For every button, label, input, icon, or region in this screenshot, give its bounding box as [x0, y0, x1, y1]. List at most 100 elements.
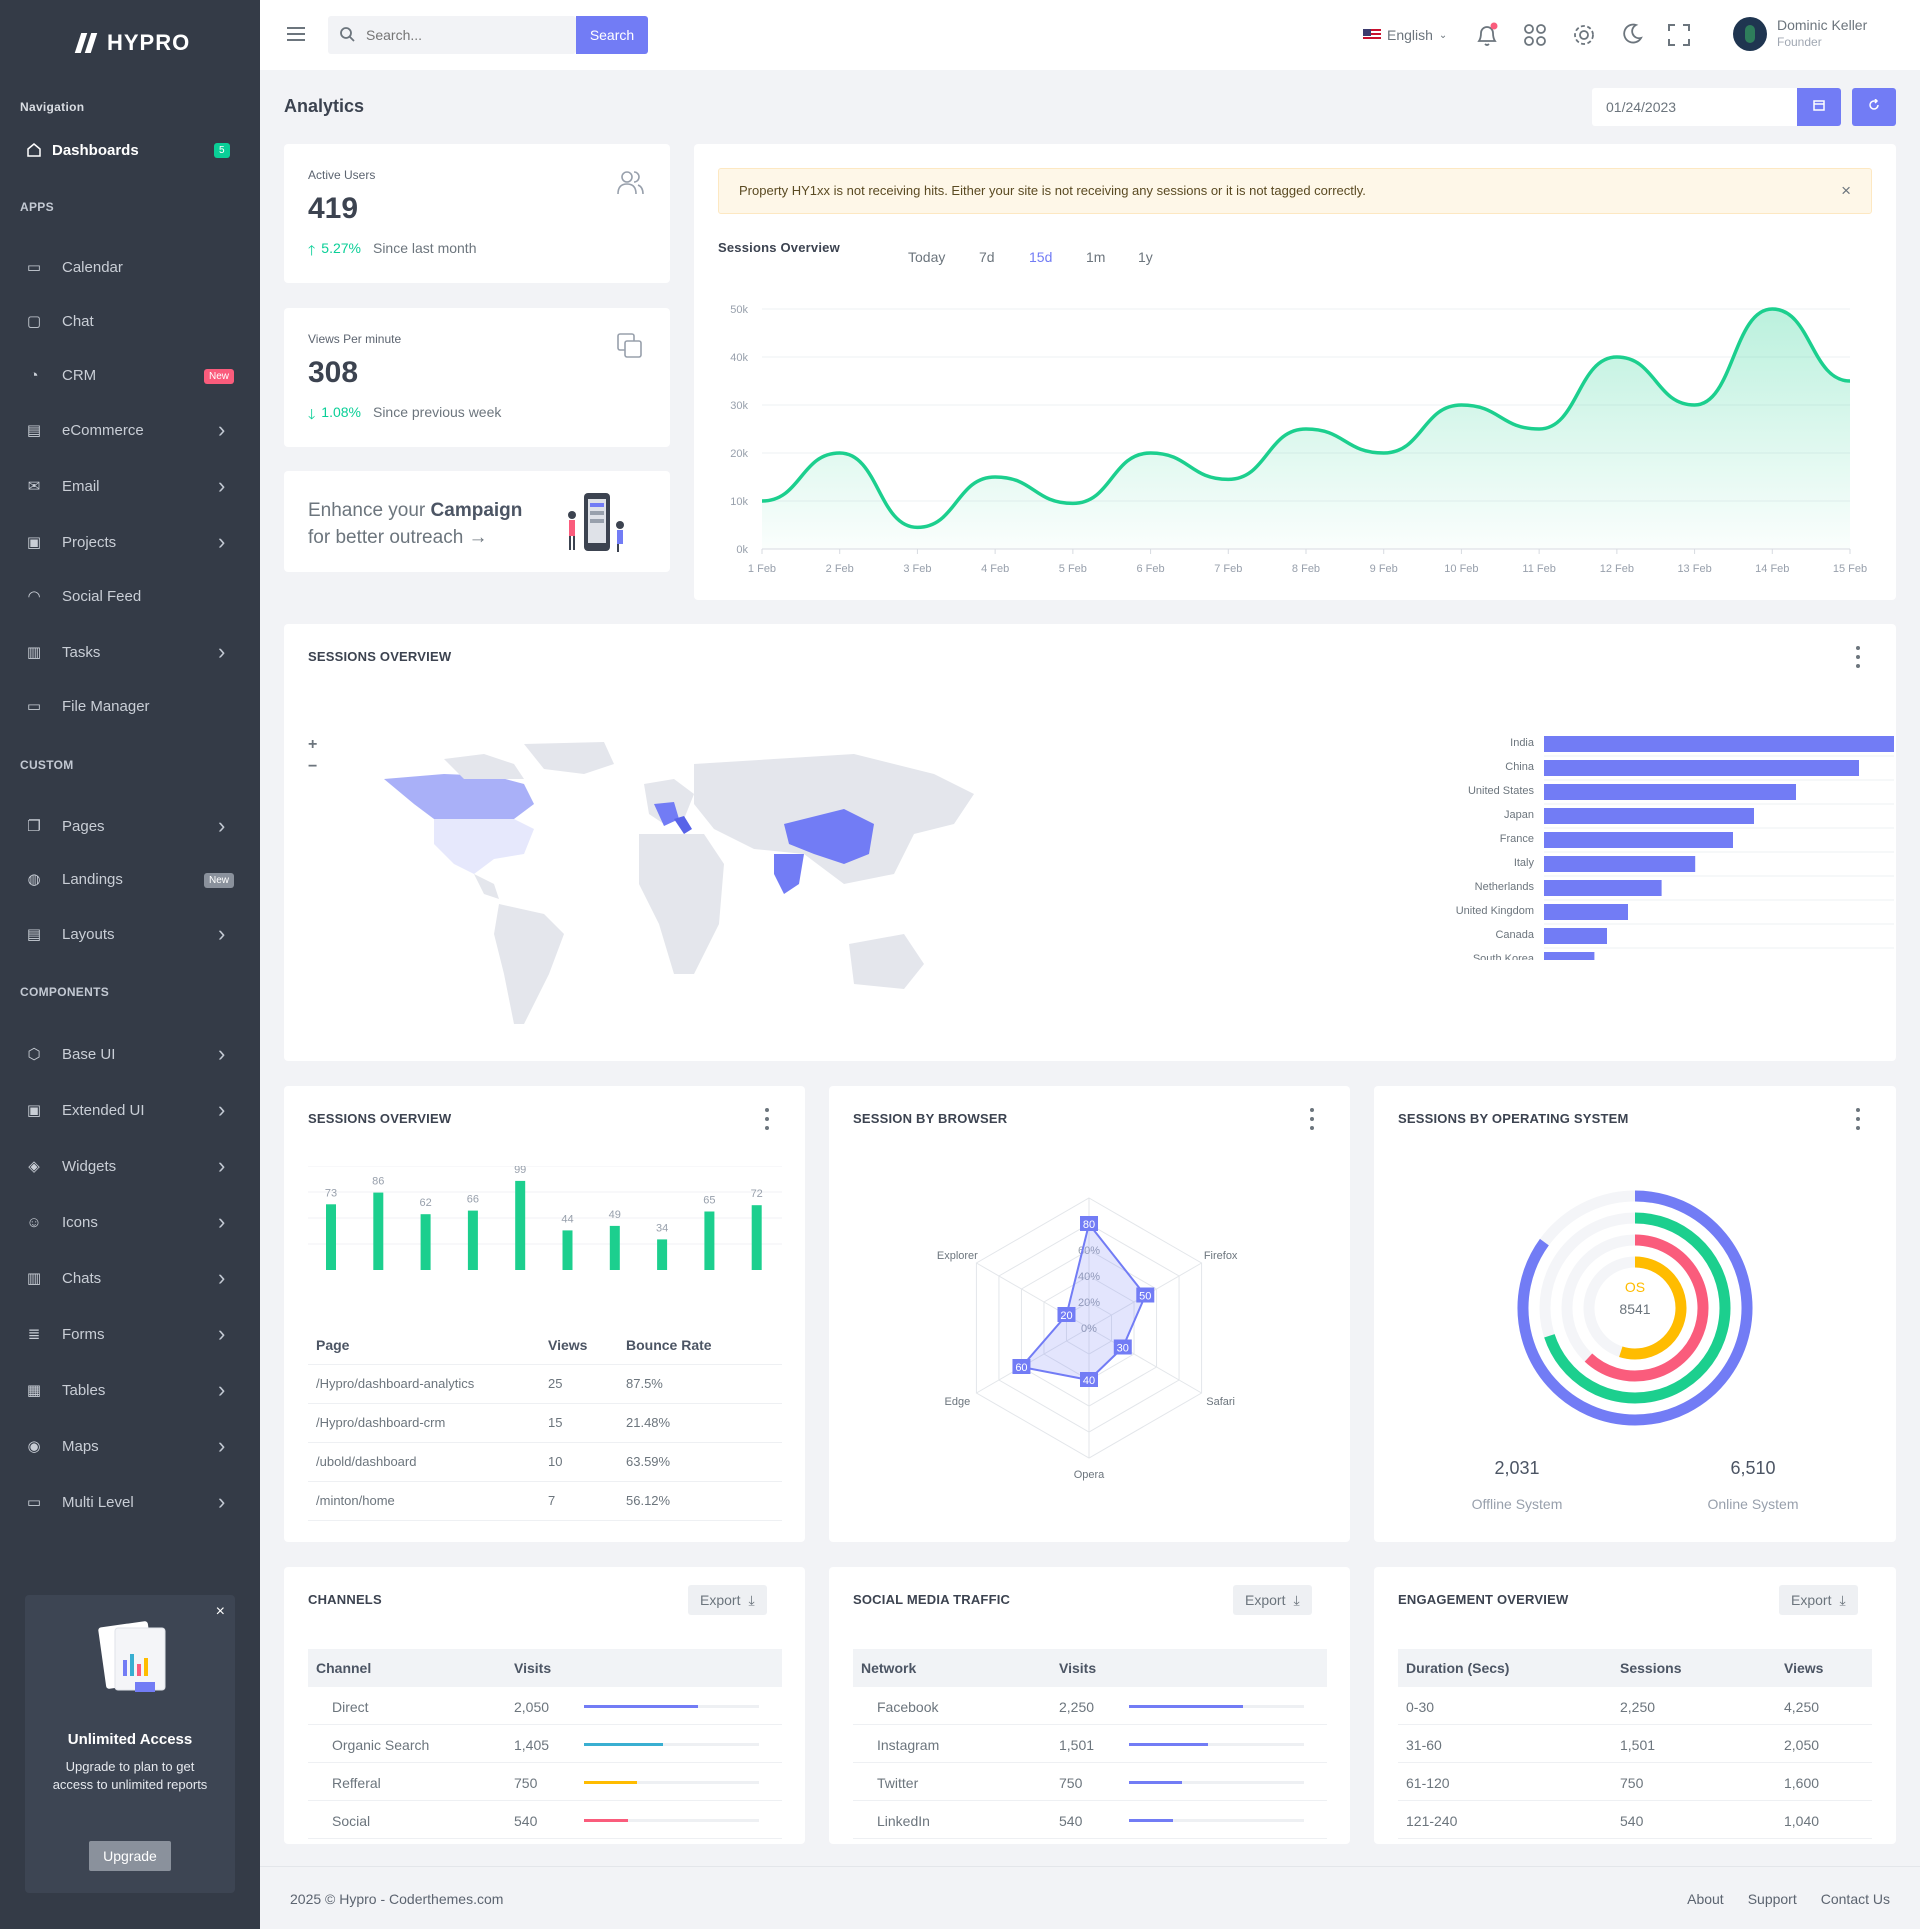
row-visits: 1,405	[514, 1737, 550, 1753]
radar-point	[1080, 1372, 1098, 1387]
radar-category-label: Edge	[945, 1396, 971, 1408]
table-cell: /ubold/dashboard	[316, 1454, 417, 1469]
sidebar-item-label: Tasks	[62, 643, 101, 661]
export-button[interactable]: Export ⤓	[1779, 1585, 1858, 1615]
table-header-row: Channel Visits	[308, 1649, 782, 1687]
table-header-row: Network Visits	[853, 1649, 1327, 1687]
sidebar-item-social-feed[interactable]: ◠ Social Feed	[0, 576, 260, 616]
export-button[interactable]: Export ⤓	[1233, 1585, 1312, 1615]
category-label: India	[1510, 737, 1535, 749]
sidebar-item-tables[interactable]: ▦ Tables ›	[0, 1370, 260, 1410]
calendar-button[interactable]	[1797, 88, 1841, 126]
category-label: Canada	[1495, 929, 1534, 941]
bar	[562, 1230, 573, 1270]
apps-grid-icon[interactable]	[1524, 24, 1546, 51]
range-tab-1y[interactable]: 1y	[1138, 249, 1153, 265]
sidebar-item-dashboards[interactable]: Dashboards 5	[0, 130, 260, 170]
sidebar-item-widgets[interactable]: ◈ Widgets ›	[0, 1146, 260, 1186]
range-tab-today[interactable]: Today	[908, 249, 946, 265]
upgrade-button[interactable]: Upgrade	[89, 1841, 171, 1871]
channels-title: CHANNELS	[308, 1592, 382, 1607]
search-button[interactable]: Search	[576, 16, 648, 54]
language-selector[interactable]: English ⌄	[1363, 27, 1447, 43]
radar-category-label: Opera	[1074, 1469, 1105, 1481]
table-row: /minton/home 7 56.12%	[308, 1481, 782, 1520]
sidebar-item-calendar[interactable]: ▭ Calendar	[0, 247, 260, 287]
more-icon[interactable]	[1855, 646, 1861, 668]
avatar[interactable]	[1733, 17, 1767, 51]
brand-logo[interactable]: HYPRO	[74, 30, 190, 56]
menu-icon[interactable]	[286, 26, 306, 47]
table-row: 61-120 750 1,600	[1398, 1763, 1872, 1801]
browser-card: SESSION BY BROWSER 0% 20% 40% 60% 80 50 30 40 60…	[829, 1086, 1350, 1542]
sidebar-item-landings[interactable]: ◍ Landings New	[0, 859, 260, 899]
nav-section-label: Navigation	[20, 100, 85, 114]
sidebar-item-projects[interactable]: ▣ Projects ›	[0, 522, 260, 562]
sidebar-item-maps[interactable]: ◉ Maps ›	[0, 1426, 260, 1466]
footer-link-about[interactable]: About	[1687, 1891, 1724, 1907]
sidebar-item-label: Multi Level	[62, 1493, 134, 1511]
zoom-in-button[interactable]: +	[308, 736, 318, 753]
sidebar-item-file-manager[interactable]: ▭ File Manager	[0, 686, 260, 726]
more-icon[interactable]	[1855, 1108, 1861, 1130]
gear-icon[interactable]	[1572, 23, 1596, 52]
footer-link-contact[interactable]: Contact Us	[1820, 1891, 1890, 1907]
row-name: Twitter	[877, 1775, 919, 1791]
radar-tick-label: 40%	[1078, 1271, 1100, 1283]
data-label: 73	[325, 1187, 337, 1199]
fullscreen-icon[interactable]	[1668, 24, 1690, 51]
progress-fill	[1129, 1743, 1208, 1746]
apps-section-label: APPS	[20, 200, 54, 214]
sidebar-item-icons[interactable]: ☺ Icons ›	[0, 1202, 260, 1242]
range-tab-1m[interactable]: 1m	[1086, 249, 1106, 265]
search-input[interactable]	[366, 16, 566, 54]
stat-change: 5.27%	[321, 240, 361, 256]
map-card: SESSIONS OVERVIEW + − India China United S…	[284, 624, 1896, 1061]
sidebar-item-crm[interactable]: ◔ CRM New	[0, 355, 260, 395]
close-icon[interactable]: ×	[1841, 181, 1851, 200]
sidebar-item-base-ui[interactable]: ⬡ Base UI ›	[0, 1034, 260, 1074]
zoom-out-button[interactable]: −	[308, 758, 318, 775]
arrow-right-icon: →	[468, 527, 488, 548]
pin-icon: ◉	[27, 1438, 41, 1455]
moon-icon[interactable]	[1621, 23, 1643, 50]
table-row: /Hypro/dashboard-analytics 25 87.5%	[308, 1364, 782, 1403]
refresh-button[interactable]	[1852, 88, 1896, 126]
sidebar-item-label: Widgets	[62, 1157, 117, 1175]
bell-icon[interactable]	[1475, 22, 1499, 53]
user-name[interactable]: Dominic Keller	[1777, 17, 1868, 33]
export-button[interactable]: Export ⤓	[688, 1585, 767, 1615]
footer-link-support[interactable]: Support	[1747, 1891, 1797, 1907]
sidebar-item-ecommerce[interactable]: ▤ eCommerce ›	[0, 410, 260, 450]
row-name: Social	[332, 1813, 371, 1829]
row-visits: 2,250	[1059, 1699, 1095, 1715]
table-cell: 63.59%	[626, 1454, 671, 1469]
bar	[1544, 904, 1628, 920]
radar-spoke	[1088, 1327, 1202, 1394]
sidebar-item-tasks[interactable]: ▥ Tasks ›	[0, 632, 260, 672]
logo-mark-icon	[74, 33, 99, 53]
os-center-label: OS	[1624, 1279, 1646, 1295]
sidebar-item-extended-ui[interactable]: ▣ Extended UI ›	[0, 1090, 260, 1130]
more-icon[interactable]	[764, 1108, 770, 1130]
sidebar-item-chats[interactable]: ▥ Chats ›	[0, 1258, 260, 1298]
bar	[1544, 736, 1894, 752]
sidebar-item-layouts[interactable]: ▤ Layouts ›	[0, 914, 260, 954]
progress-track	[584, 1705, 759, 1708]
sidebar-item-chat[interactable]: ▢ Chat	[0, 301, 260, 341]
range-tab-7d[interactable]: 7d	[979, 249, 995, 265]
promo-text: Upgrade to plan to get access to unlimit…	[52, 1759, 208, 1792]
sidebar-item-pages[interactable]: ❐ Pages ›	[0, 806, 260, 846]
calendar-icon: ▭	[26, 259, 42, 276]
campaign-card[interactable]: Enhance your Campaign for better outreac…	[284, 471, 670, 572]
sessions-chart-title: Sessions Overview	[718, 240, 840, 255]
bar	[1544, 856, 1696, 872]
range-tab-15d[interactable]: 15d	[1029, 249, 1053, 265]
table-row: /ubold/dashboard 10 63.59%	[308, 1442, 782, 1481]
sidebar-item-forms[interactable]: ≣ Forms ›	[0, 1314, 260, 1354]
sidebar-item-multi-level[interactable]: ▭ Multi Level ›	[0, 1482, 260, 1522]
date-input[interactable]	[1592, 88, 1797, 126]
close-icon[interactable]: ×	[215, 1603, 225, 1620]
sidebar-item-email[interactable]: ✉ Email ›	[0, 466, 260, 506]
more-icon[interactable]	[1309, 1108, 1315, 1130]
